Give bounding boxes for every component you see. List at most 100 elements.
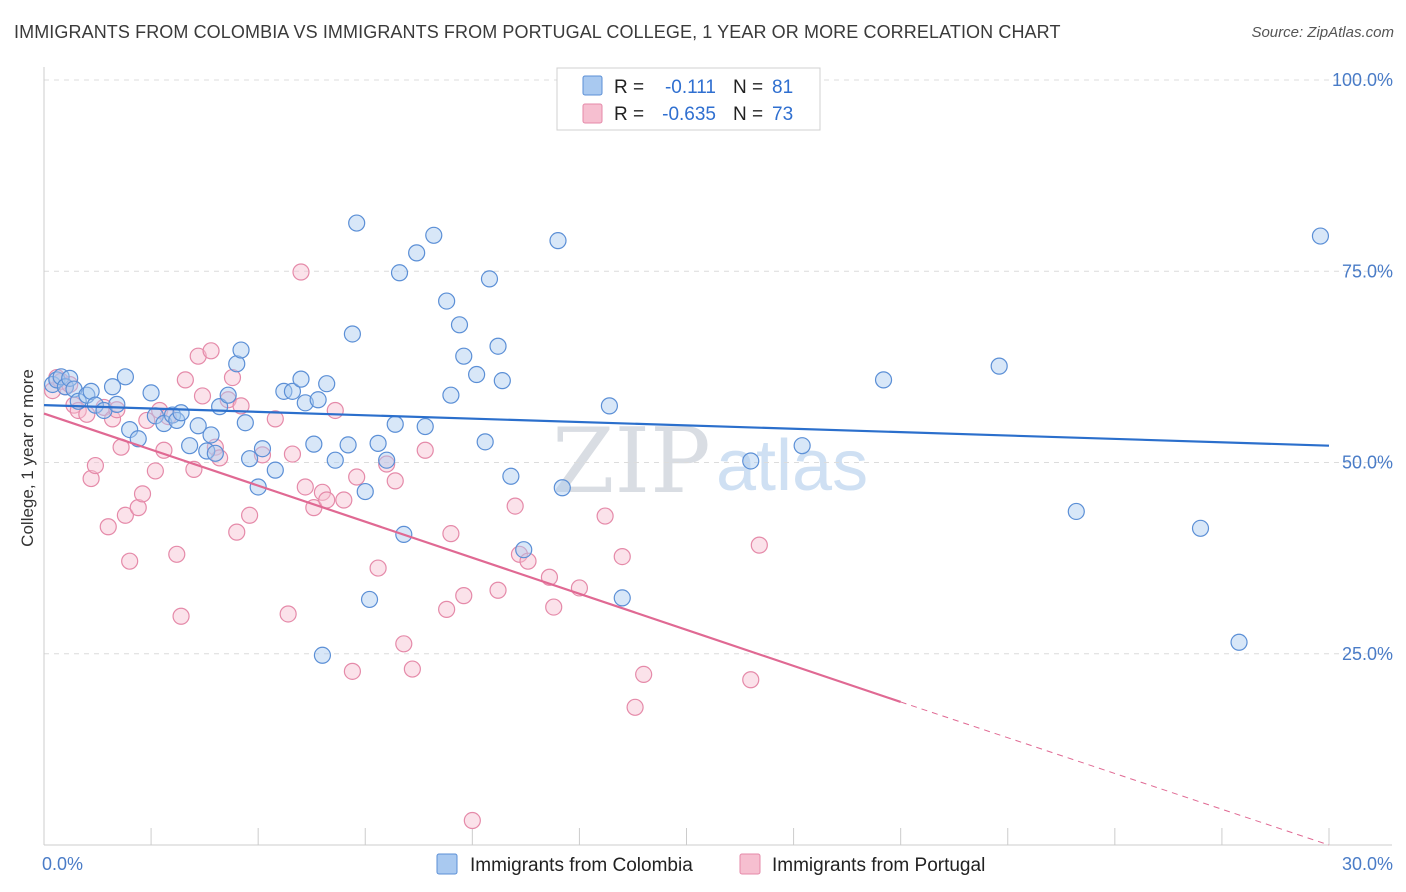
data-point (292, 370, 310, 388)
data-point (86, 396, 105, 414)
data-point (219, 386, 237, 404)
legend-portugal-label: Immigrants from Portugal (772, 855, 985, 876)
data-point (253, 446, 272, 464)
data-point (378, 451, 396, 469)
data-point (168, 545, 186, 563)
legend-portugal-swatch (739, 853, 761, 875)
data-point (348, 468, 366, 486)
data-point (343, 325, 361, 343)
gridlines (44, 79, 1392, 655)
data-point (416, 441, 434, 459)
data-point (442, 386, 460, 404)
data-point (1191, 519, 1210, 537)
data-point (172, 607, 190, 625)
data-point (386, 472, 404, 490)
data-point (181, 437, 199, 455)
data-point (793, 437, 811, 455)
colombia-points (43, 214, 1330, 664)
data-point (142, 384, 160, 402)
data-point (468, 365, 486, 384)
watermark-atlas: atlas (716, 426, 868, 506)
data-point (292, 263, 310, 281)
data-point (241, 450, 259, 468)
portugal-trend-line (43, 412, 902, 703)
data-point (489, 337, 507, 355)
data-point (450, 316, 469, 334)
data-point (189, 347, 207, 365)
portugal-n-label: N = (733, 104, 763, 125)
data-point (493, 372, 511, 390)
data-point (146, 462, 164, 480)
data-point (386, 415, 404, 433)
portugal-swatch (582, 103, 603, 124)
y-tick-label: 75.0% (1342, 261, 1393, 281)
data-point (326, 401, 344, 420)
data-point (506, 497, 524, 515)
data-point (61, 369, 79, 387)
portugal-points (43, 263, 768, 830)
data-point (613, 589, 631, 607)
data-point (360, 590, 379, 609)
data-point (138, 411, 156, 430)
data-point (463, 811, 481, 830)
data-point (326, 451, 344, 469)
x-tick-label-max: 30.0% (1342, 854, 1393, 874)
data-point (232, 397, 250, 415)
data-point (283, 445, 302, 463)
portugal-r-label: R = (614, 104, 644, 125)
data-point (241, 506, 259, 524)
data-point (480, 270, 499, 288)
data-point (438, 292, 456, 310)
series-legend: Immigrants from Colombia Immigrants from… (436, 853, 985, 876)
data-point (596, 507, 614, 525)
y-tick-label: 100.0% (1332, 70, 1393, 90)
data-point (874, 371, 893, 389)
data-point (390, 264, 409, 282)
data-point (305, 435, 323, 453)
data-point (990, 357, 1008, 375)
data-point (121, 421, 139, 439)
data-point (742, 452, 760, 470)
x-axis-ticks (43, 828, 1330, 845)
data-point (750, 536, 768, 554)
watermark-zip: ZIP (552, 409, 711, 514)
data-point (232, 341, 250, 359)
y-tick-label: 25.0% (1342, 644, 1393, 664)
data-point (228, 355, 246, 373)
data-point (176, 371, 194, 389)
data-point (489, 581, 507, 599)
data-point (172, 404, 190, 422)
data-point (193, 387, 212, 405)
data-point (43, 381, 62, 400)
data-point (369, 434, 387, 452)
data-point (455, 347, 473, 365)
data-point (425, 226, 443, 244)
data-point (82, 469, 100, 488)
colombia-swatch (582, 75, 603, 96)
colombia-n-value: 81 (772, 77, 793, 98)
data-point (1311, 227, 1330, 245)
data-point (296, 478, 314, 496)
data-point (1067, 502, 1085, 521)
data-point (103, 378, 122, 396)
y-tick-label: 50.0% (1342, 453, 1393, 473)
data-point (228, 523, 246, 541)
data-point (206, 444, 224, 462)
y-axis-label: College, 1 year or more (18, 369, 37, 547)
data-point (356, 482, 374, 501)
data-point (266, 410, 284, 428)
colombia-r-label: R = (614, 77, 644, 98)
legend-colombia-label: Immigrants from Colombia (470, 855, 693, 876)
data-point (202, 426, 220, 444)
data-point (626, 698, 644, 716)
data-point (455, 587, 473, 605)
data-point (408, 244, 426, 262)
data-point (553, 479, 571, 497)
chart-title: IMMIGRANTS FROM COLOMBIA VS IMMIGRANTS F… (14, 22, 1061, 42)
data-point (600, 397, 619, 415)
data-point (223, 368, 242, 387)
x-tick-label-min: 0.0% (42, 854, 83, 874)
data-point (99, 518, 117, 536)
data-point (1230, 633, 1248, 651)
